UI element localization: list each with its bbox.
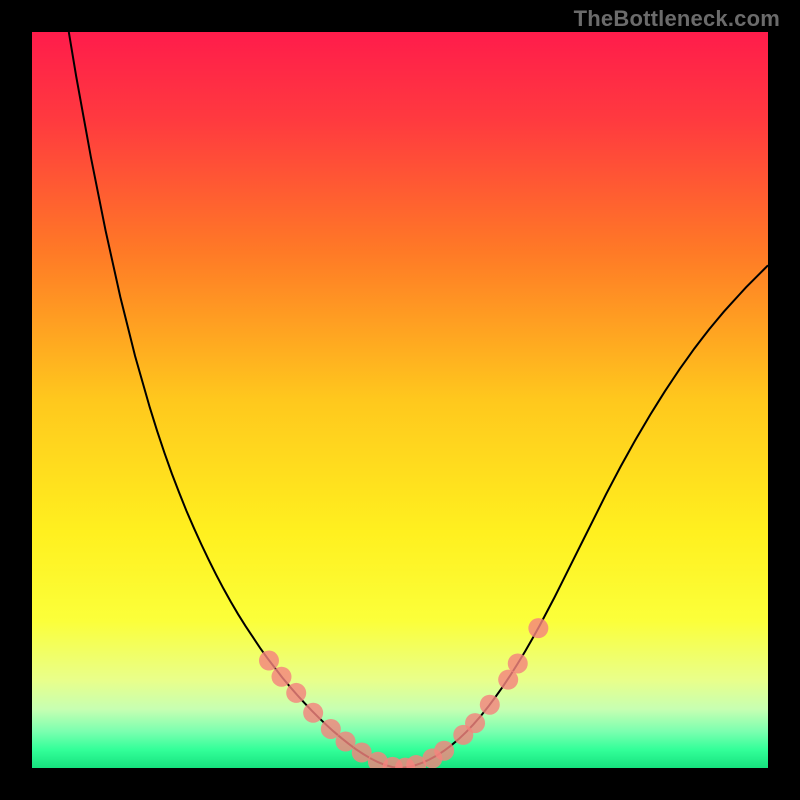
- data-marker: [336, 732, 356, 752]
- data-marker: [528, 618, 548, 638]
- data-marker: [508, 653, 528, 673]
- data-marker: [303, 703, 323, 723]
- chart-background: [32, 32, 768, 768]
- chart-plot: [32, 32, 768, 768]
- data-marker: [272, 667, 292, 687]
- data-marker: [286, 683, 306, 703]
- data-marker: [480, 695, 500, 715]
- chart-frame: TheBottleneck.com: [0, 0, 800, 800]
- data-marker: [465, 713, 485, 733]
- data-marker: [434, 741, 454, 761]
- watermark-label: TheBottleneck.com: [574, 6, 780, 32]
- data-marker: [259, 651, 279, 671]
